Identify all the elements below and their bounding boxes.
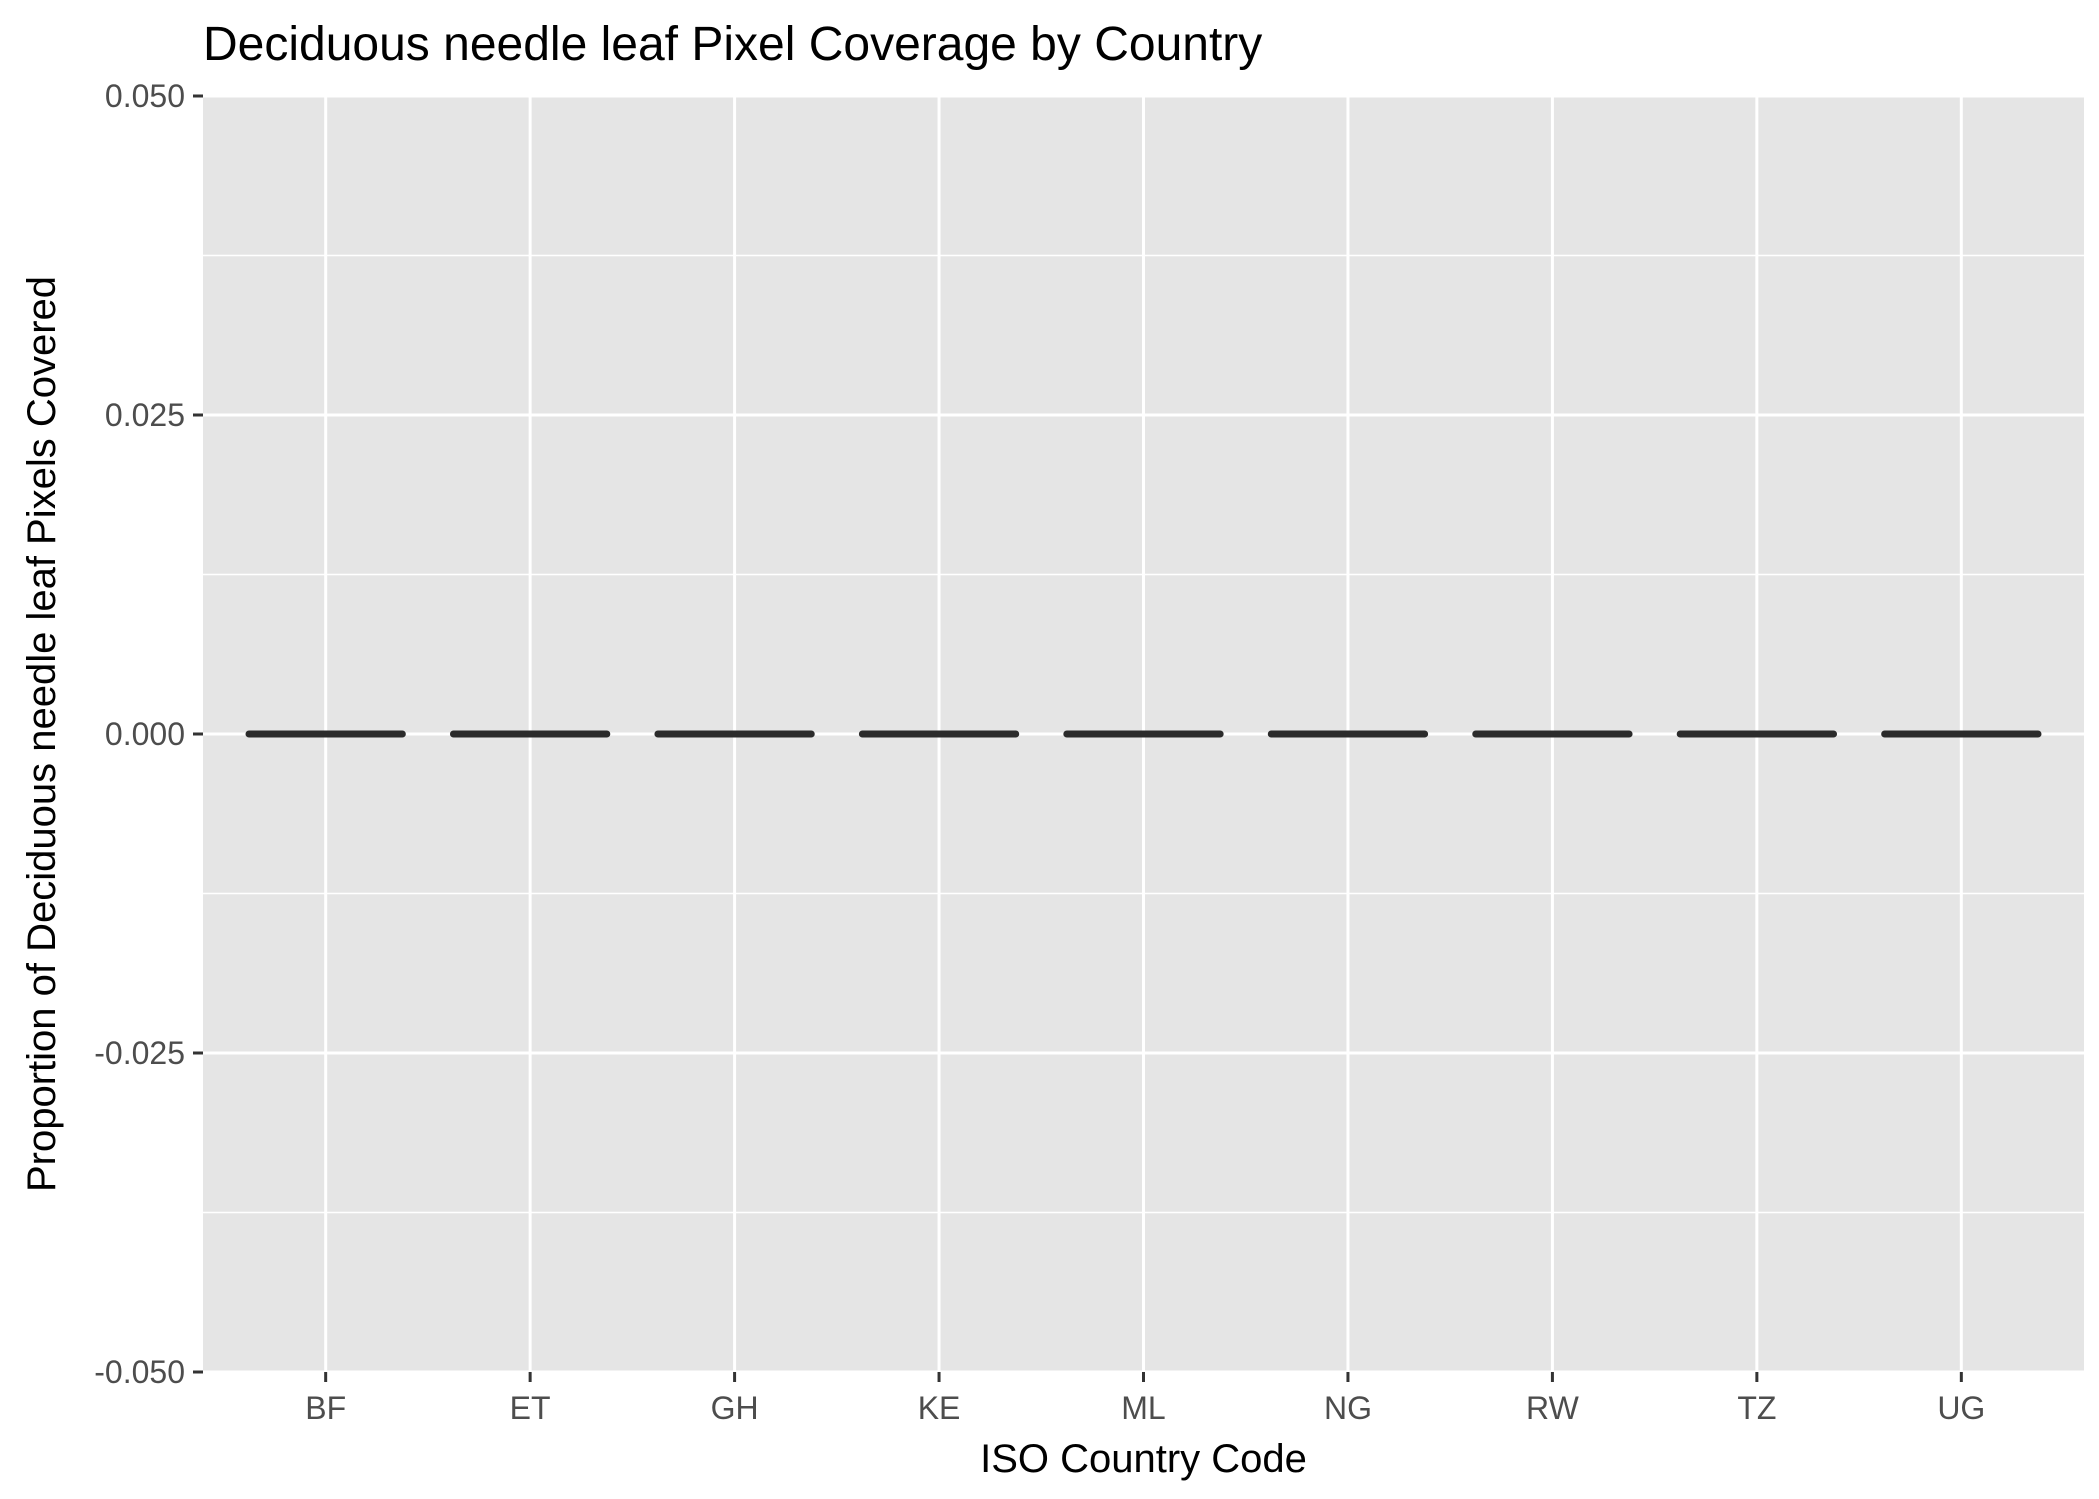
y-tick-label: 0.050 [105,78,185,114]
x-tick-label-ug: UG [1937,1390,1985,1426]
y-tick-label: 0.025 [105,397,185,433]
x-tick-label-ml: ML [1121,1390,1165,1426]
x-tick-label-ng: NG [1324,1390,1372,1426]
x-axis-title: ISO Country Code [980,1437,1307,1481]
x-tick-label-rw: RW [1526,1390,1580,1426]
x-axis: BF ET GH KE ML NG RW TZ UG [305,1372,1985,1426]
y-tick-label: -0.025 [94,1035,185,1071]
x-tick-label-et: ET [510,1390,551,1426]
x-tick-label-tz: TZ [1737,1390,1776,1426]
x-tick-label-ke: KE [918,1390,961,1426]
y-axis-title: Proportion of Deciduous needle leaf Pixe… [20,276,64,1192]
y-axis: -0.050 -0.025 0.000 0.025 0.050 [94,78,203,1390]
y-tick-label: 0.000 [105,716,185,752]
y-tick-label: -0.050 [94,1354,185,1390]
x-tick-label-bf: BF [305,1390,346,1426]
chart-title: Deciduous needle leaf Pixel Coverage by … [203,18,1262,71]
x-tick-label-gh: GH [711,1390,759,1426]
